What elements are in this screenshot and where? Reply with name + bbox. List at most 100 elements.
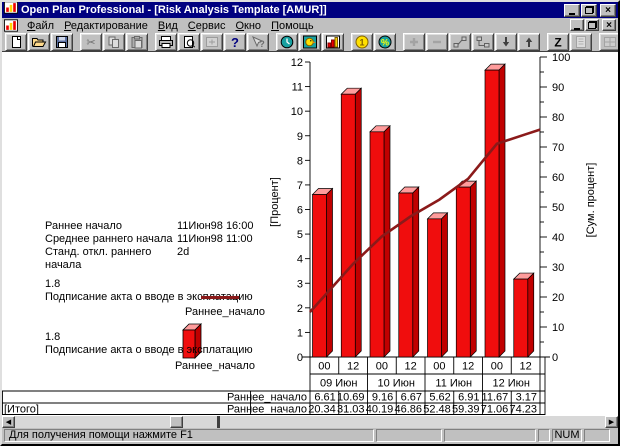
percent-complete-button[interactable]: % — [374, 32, 396, 51]
stat-value: 11Июн98 11:00 — [177, 233, 253, 245]
cost-icon: 1 — [354, 35, 370, 49]
copy-button — [103, 32, 125, 51]
document-chart-icon[interactable] — [4, 18, 18, 32]
svg-text:30: 30 — [552, 262, 564, 274]
svg-text:71.06: 71.06 — [481, 404, 509, 416]
scroll-right-button[interactable]: ▶ — [605, 416, 618, 428]
move-down-button[interactable] — [495, 32, 517, 51]
svg-text:3: 3 — [297, 278, 303, 290]
new-document-icon — [8, 35, 24, 49]
svg-text:0: 0 — [552, 352, 558, 364]
svg-text:20: 20 — [552, 292, 564, 304]
restore-icon — [584, 6, 594, 14]
open-file-icon — [31, 35, 47, 49]
series-name: Раннее_начало — [185, 306, 266, 318]
svg-text:12: 12 — [462, 361, 474, 373]
svg-text:70: 70 — [552, 142, 564, 154]
svg-text:00: 00 — [491, 361, 503, 373]
activity-name: Подписание акта о вводе в эксплатацию — [45, 291, 253, 303]
svg-text:10.69: 10.69 — [337, 392, 365, 404]
menu-item-window[interactable]: Окно — [235, 20, 262, 32]
stat-value: 11Июн98 16:00 — [177, 220, 254, 232]
move-up-button[interactable] — [518, 32, 540, 51]
remove-activity-button — [426, 32, 448, 51]
menu-item-file[interactable]: Файл — [27, 20, 55, 32]
status-panel — [376, 429, 442, 442]
svg-text:8: 8 — [297, 155, 303, 167]
close-button[interactable]: × — [600, 3, 616, 17]
svg-text:12: 12 — [347, 361, 359, 373]
svg-text:10: 10 — [552, 322, 564, 334]
cost-button[interactable]: 1 — [351, 32, 373, 51]
print-button[interactable] — [155, 32, 177, 51]
menu-item-edit[interactable]: Редактирование — [64, 20, 148, 32]
stat-row: Раннее начало 11Июн98 16:00 — [45, 220, 253, 233]
svg-text:9.16: 9.16 — [372, 392, 393, 404]
copy-icon — [106, 35, 122, 49]
save-button[interactable] — [51, 32, 73, 51]
sort-button[interactable]: Z — [547, 32, 569, 51]
cumulative-line-swatch — [201, 296, 239, 299]
series-name: Раннее_начало — [175, 360, 256, 372]
sort-icon: Z — [550, 35, 566, 49]
svg-text:10: 10 — [291, 106, 303, 118]
pane-splitter[interactable] — [217, 416, 220, 428]
bar-swatch — [181, 320, 205, 364]
risk-histogram-icon — [325, 35, 341, 49]
toolbar-group: Z — [547, 32, 592, 51]
status-bar: Для получения помощи нажмите F1 NUM — [2, 428, 618, 444]
svg-text:90: 90 — [552, 82, 564, 94]
menu-item-help[interactable]: Помощь — [271, 20, 314, 32]
restore-button[interactable] — [581, 3, 597, 17]
svg-text:?: ? — [259, 39, 265, 49]
svg-text:74.23: 74.23 — [509, 404, 537, 416]
link-activities-button[interactable] — [449, 32, 471, 51]
unlink-activities-button[interactable] — [472, 32, 494, 51]
svg-text:7: 7 — [297, 180, 303, 192]
paste-button — [126, 32, 148, 51]
scrollbar-thumb[interactable] — [170, 416, 183, 428]
title-bar: Open Plan Professional - [Risk Analysis … — [2, 2, 618, 18]
print-icon — [158, 35, 174, 49]
add-activity-icon — [406, 35, 422, 49]
child-minimize-button[interactable] — [570, 19, 584, 31]
toolbar-group — [599, 32, 618, 51]
child-close-button[interactable]: × — [602, 19, 616, 31]
menu-item-tools[interactable]: Сервис — [187, 20, 226, 32]
left-axis-title: [Процент] — [269, 177, 281, 227]
svg-text:46.86: 46.86 — [394, 404, 422, 416]
legend-histogram-bar: 1.8 Подписание акта о вводе в эксплатаци… — [45, 320, 295, 376]
print-preview-icon — [181, 35, 197, 49]
risk-histogram-button[interactable] — [322, 32, 344, 51]
notes-icon — [573, 35, 589, 49]
svg-text:3.17: 3.17 — [516, 392, 537, 404]
menu-item-view[interactable]: Вид — [157, 20, 178, 32]
activity-name: Подписание акта о вводе в эксплатацию — [45, 344, 253, 356]
help-icon: ? — [227, 35, 243, 49]
child-restore-button[interactable] — [585, 19, 599, 31]
svg-text:0: 0 — [297, 352, 303, 364]
svg-text:100: 100 — [552, 52, 570, 64]
print-preview-button[interactable] — [178, 32, 200, 51]
time-analysis-button[interactable] — [276, 32, 298, 51]
help-button[interactable]: ? — [224, 32, 246, 51]
statistics-panel: Раннее начало 11Июн98 16:00 Среднее ранн… — [45, 220, 253, 272]
svg-text:59.39: 59.39 — [452, 404, 480, 416]
resource-analysis-button[interactable] — [299, 32, 321, 51]
num-lock-indicator: NUM — [552, 429, 582, 442]
insert-activity-icon — [204, 35, 220, 49]
window-buttons: × — [564, 3, 616, 17]
toolbar-group: ✂ — [80, 32, 148, 51]
histogram-bars — [311, 63, 535, 358]
app-chart-icon[interactable] — [4, 2, 18, 19]
svg-text:4: 4 — [297, 254, 303, 266]
svg-text:6.91: 6.91 — [458, 392, 479, 404]
svg-text:31.03: 31.03 — [337, 404, 365, 416]
horizontal-scrollbar[interactable]: ◀ ▶ — [2, 415, 618, 428]
new-document-button[interactable] — [5, 32, 27, 51]
scroll-left-button[interactable]: ◀ — [2, 416, 15, 428]
open-file-button[interactable] — [28, 32, 50, 51]
toolbar-group — [276, 32, 344, 51]
svg-text:12: 12 — [291, 57, 303, 69]
minimize-button[interactable] — [564, 3, 580, 17]
